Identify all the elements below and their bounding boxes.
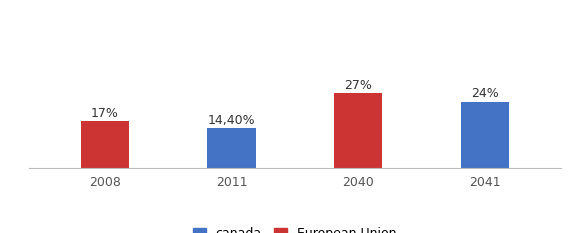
Text: 24%: 24% — [471, 87, 499, 100]
Bar — [81, 121, 129, 168]
Bar — [208, 128, 255, 168]
Text: 27%: 27% — [344, 79, 372, 92]
Bar — [334, 93, 382, 168]
Text: 14,40%: 14,40% — [208, 114, 255, 127]
Text: 17%: 17% — [91, 106, 119, 120]
Legend: canada, European Union: canada, European Union — [193, 227, 397, 233]
Bar — [461, 102, 509, 168]
